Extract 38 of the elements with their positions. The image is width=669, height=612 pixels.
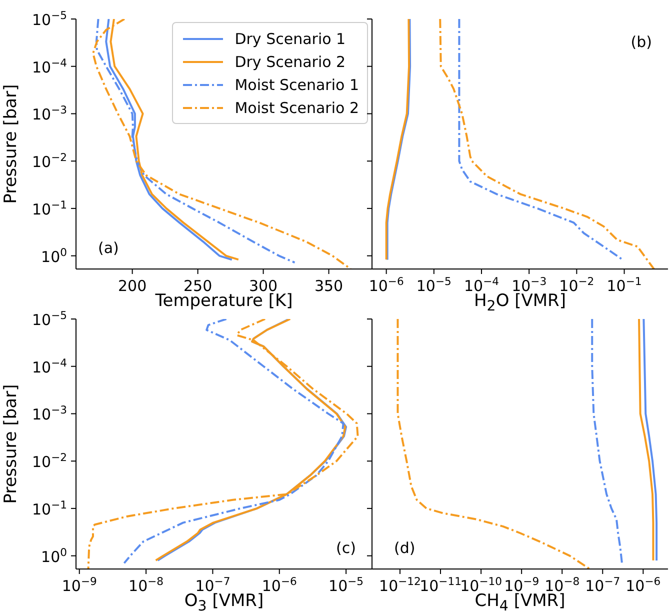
x-axis-title: CH$_{4}$ [VMR] (474, 591, 566, 612)
legend-label: Dry Scenario 1 (234, 30, 346, 48)
x-tick-label: 10$^{−11}$ (420, 574, 462, 595)
y-tick-label: 10$^{−5}$ (32, 308, 67, 329)
x-tick-label: 10$^{−12}$ (379, 574, 421, 595)
y-tick-label: 10$^{−2}$ (32, 450, 67, 472)
y-tick-label: 10$^{−2}$ (32, 150, 67, 172)
x-tick-label: 10$^{−6}$ (262, 574, 298, 595)
legend-label: Dry Scenario 2 (234, 52, 346, 70)
annotation: (b) (630, 33, 652, 51)
x-tick-label: 10$^{−7}$ (585, 574, 620, 595)
x-tick-label: 10$^{−1}$ (606, 274, 642, 295)
x-tick-label: 350 (314, 277, 344, 295)
y-tick-label: 10$^{0}$ (41, 245, 68, 266)
x-tick-label: 10$^{−8}$ (128, 574, 164, 595)
y-tick-label: 10$^{−3}$ (32, 403, 67, 424)
y-axis-title: Pressure [bar] (1, 83, 22, 206)
x-tick-label: 200 (118, 277, 147, 295)
y-tick-label: 10$^{−1}$ (32, 498, 67, 518)
x-tick-label: 10$^{−9}$ (62, 574, 98, 595)
y-tick-label: 10$^{0}$ (41, 545, 68, 566)
y-tick-label: 10$^{−3}$ (32, 103, 67, 124)
y-tick-label: 10$^{−4}$ (32, 356, 68, 376)
y-tick-label: 10$^{−4}$ (32, 56, 68, 76)
x-axis-title: O$_{3}$ [VMR] (184, 591, 264, 612)
annotation: (c) (336, 539, 356, 557)
y-tick-label: 10$^{−1}$ (32, 198, 67, 218)
annotation: (a) (98, 239, 119, 257)
y-axis-title: Pressure [bar] (1, 383, 22, 506)
annotation: (d) (394, 539, 416, 557)
x-tick-label: 10$^{−6}$ (626, 574, 661, 595)
x-tick-label: 10$^{−5}$ (416, 274, 452, 295)
line-series (92, 19, 352, 269)
x-tick-label: 10$^{−6}$ (368, 274, 404, 295)
y-tick-label: 10$^{−5}$ (32, 8, 67, 29)
legend-label: Moist Scenario 2 (234, 98, 359, 116)
x-tick-label: 10$^{−5}$ (328, 574, 364, 595)
legend-label: Moist Scenario 1 (234, 76, 359, 94)
